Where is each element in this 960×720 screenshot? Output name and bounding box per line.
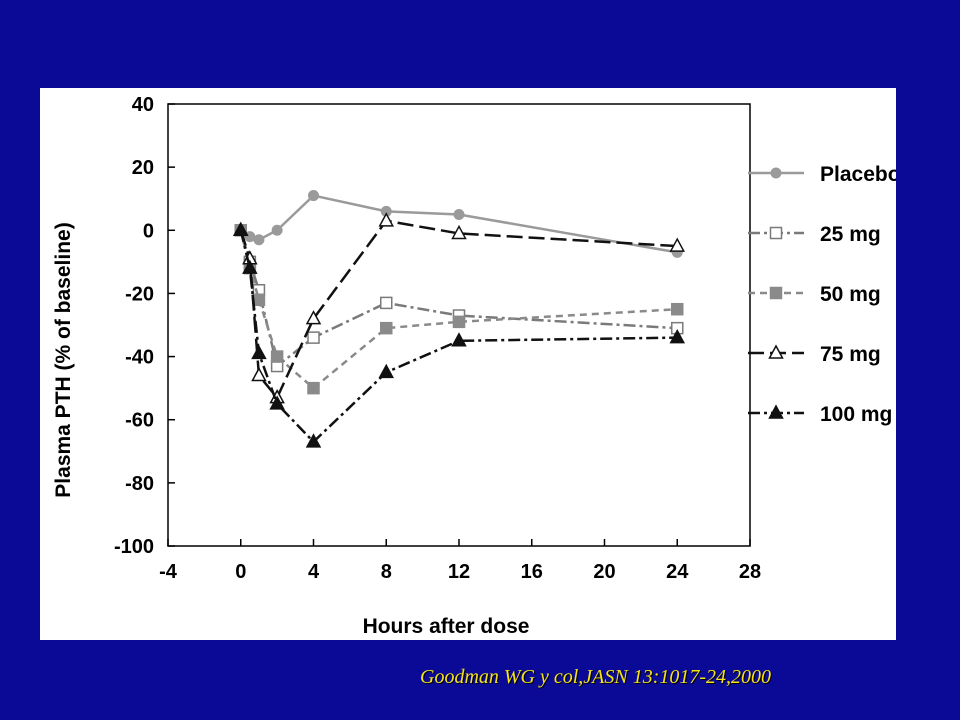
legend-marker — [769, 226, 783, 240]
legend-label: 25 mg — [820, 223, 881, 246]
y-axis-label: Plasma PTH (% of baseline) — [52, 222, 75, 497]
legend-entry: 75 mg — [748, 343, 881, 366]
data-point — [451, 332, 467, 347]
y-tick-label: -80 — [125, 473, 154, 495]
series-100-mg — [232, 221, 686, 448]
data-point — [232, 221, 249, 237]
legend: Placebo 25 mg 50 mg 75 mg 100 mg — [748, 163, 901, 426]
legend-entry: 100 mg — [748, 403, 892, 426]
data-point — [453, 209, 465, 220]
series-50-mg — [234, 224, 684, 395]
x-tick-label: 12 — [448, 561, 470, 583]
y-tick-label: -100 — [114, 536, 154, 558]
data-point — [451, 224, 467, 240]
citation: Goodman WG y col,JASN 13:1017-24,2000 — [420, 666, 772, 688]
series-line — [239, 229, 678, 369]
legend-marker — [769, 286, 783, 300]
data-point — [378, 212, 395, 227]
data-point — [253, 234, 265, 246]
x-tick-label: 8 — [381, 561, 392, 583]
legend-label: Placebo — [820, 163, 896, 186]
series-placebo — [235, 190, 683, 258]
data-point — [251, 366, 267, 382]
y-tick-label: -60 — [125, 410, 154, 432]
series-line — [239, 219, 678, 400]
series-line — [239, 229, 678, 390]
legend-entry: 50 mg — [748, 283, 881, 306]
series-line — [240, 194, 678, 254]
x-tick-label: 24 — [666, 561, 689, 583]
x-axis-label: Hours after dose — [363, 615, 530, 638]
legend-marker — [770, 167, 782, 179]
data-point — [251, 344, 267, 360]
data-point — [380, 321, 393, 335]
y-tick-label: 0 — [143, 220, 154, 242]
data-point — [305, 433, 322, 448]
data-point — [271, 224, 283, 236]
series-layer — [232, 190, 686, 448]
legend-entry: 25 mg — [748, 223, 881, 246]
series-line — [239, 229, 678, 444]
series-25-mg — [234, 224, 684, 373]
x-tick-label: 0 — [235, 561, 246, 583]
data-point — [307, 331, 320, 344]
legend-label: 50 mg — [820, 283, 881, 306]
y-tick-label: -40 — [125, 347, 154, 369]
x-tick-label: 20 — [593, 561, 615, 583]
data-point — [380, 296, 393, 310]
data-point — [669, 329, 686, 344]
data-point — [252, 293, 266, 306]
x-tick-label: 4 — [308, 561, 320, 583]
data-point — [269, 395, 285, 410]
legend-label: 100 mg — [820, 403, 892, 426]
x-tick-label: 28 — [739, 561, 761, 583]
y-tick-label: 40 — [132, 94, 154, 116]
data-point — [270, 350, 284, 363]
data-point — [308, 190, 319, 202]
data-point — [242, 259, 258, 274]
data-point — [305, 310, 322, 325]
y-tick-label: 20 — [132, 157, 154, 179]
data-point — [452, 315, 466, 329]
data-point — [378, 363, 395, 379]
legend-label: 75 mg — [820, 343, 881, 366]
x-tick-label: 16 — [521, 561, 543, 583]
chart-panel: -4 0 4 8 12 16 20 24 28 40 20 0 -20 -40 -60 -80 -100 Pla… — [40, 88, 901, 640]
data-point — [671, 302, 684, 316]
legend-marker — [768, 404, 784, 419]
data-point — [669, 237, 686, 252]
legend-marker — [768, 344, 784, 359]
x-tick-label: -4 — [159, 561, 178, 583]
data-point — [307, 381, 320, 395]
y-tick-label: -20 — [125, 283, 154, 305]
legend-entry: Placebo — [748, 163, 901, 186]
